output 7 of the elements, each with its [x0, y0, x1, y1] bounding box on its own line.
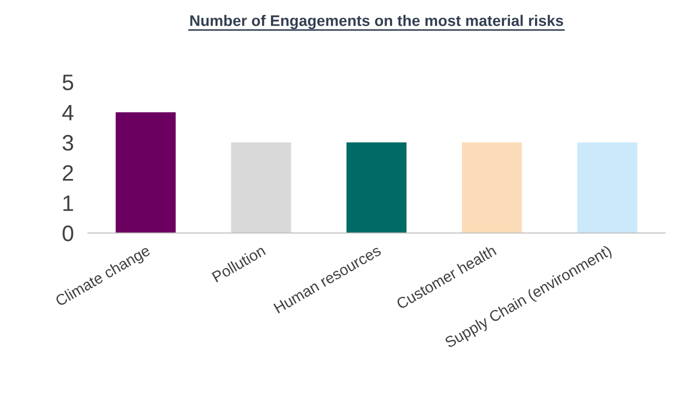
- y-tick-label: 1: [63, 196, 74, 211]
- y-tick-label: 0: [62, 226, 74, 242]
- y-tick-label: 3: [62, 134, 74, 151]
- chart-title: Number of Engagements on the most material risks: [190, 14, 564, 30]
- y-tick-label: 2: [62, 165, 73, 181]
- y-tick-label: 4: [62, 104, 74, 120]
- y-tick-label: 5: [62, 74, 74, 90]
